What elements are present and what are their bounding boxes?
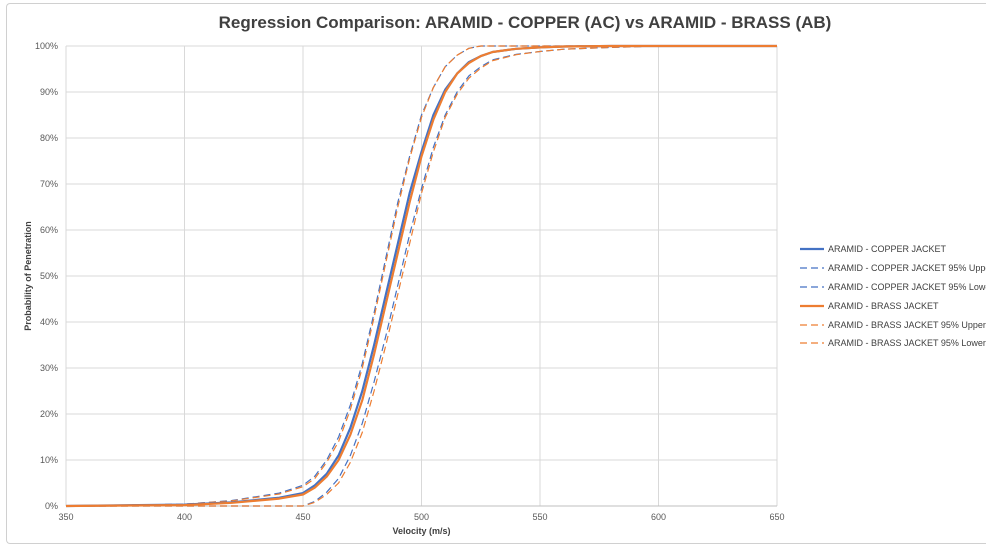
y-tick-label: 10% [40, 455, 58, 465]
legend-swatch [800, 267, 824, 269]
y-tick-label: 80% [40, 133, 58, 143]
series-line-5 [66, 45, 777, 507]
chart-title: Regression Comparison: ARAMID - COPPER (… [218, 13, 832, 32]
x-tick-label: 500 [414, 512, 429, 522]
y-tick-label: 40% [40, 317, 58, 327]
y-axis-title: Probability of Penetration [23, 221, 33, 331]
x-tick-label: 350 [58, 512, 73, 522]
y-tick-label: 20% [40, 409, 58, 419]
series-line-3 [65, 44, 777, 508]
legend-item: ARAMID - BRASS JACKET 95% Upper CI [800, 315, 986, 334]
legend-item: ARAMID - COPPER JACKET 95% Lower CI [800, 278, 986, 297]
legend-label: ARAMID - COPPER JACKET [828, 244, 947, 255]
legend-swatch [800, 286, 824, 288]
legend-label: ARAMID - BRASS JACKET 95% Lower CI [828, 338, 986, 349]
series-line-1 [65, 45, 777, 507]
chart-frame [6, 3, 986, 544]
y-tick-label: 90% [40, 87, 58, 97]
legend-swatch [800, 304, 824, 307]
legend-label: ARAMID - COPPER JACKET 95% Upper CI [828, 263, 986, 274]
x-tick-label: 650 [769, 512, 784, 522]
y-tick-label: 70% [40, 179, 58, 189]
legend-label: ARAMID - COPPER JACKET 95% Lower CI [828, 281, 986, 292]
legend-label: ARAMID - BRASS JACKET 95% Upper CI [828, 319, 986, 330]
legend-item: ARAMID - BRASS JACKET 95% Lower CI [800, 334, 986, 353]
series-line-4 [65, 45, 777, 507]
legend-swatch [800, 323, 824, 326]
x-tick-label: 400 [177, 512, 192, 522]
y-tick-label: 30% [40, 363, 58, 373]
x-tick-label: 450 [295, 512, 310, 522]
legend-item: ARAMID - COPPER JACKET [800, 240, 986, 259]
legend-label: ARAMID - BRASS JACKET [828, 300, 939, 311]
legend-swatch [800, 342, 824, 344]
legend-item: ARAMID - COPPER JACKET 95% Upper CI [800, 259, 986, 278]
legend-item: ARAMID - BRASS JACKET [800, 296, 986, 315]
x-tick-label: 600 [651, 512, 666, 522]
y-tick-label: 100% [35, 41, 58, 51]
legend: ARAMID - COPPER JACKET ARAMID - COPPER JA… [800, 240, 986, 353]
y-tick-label: 0% [45, 501, 58, 511]
y-tick-label: 60% [40, 225, 58, 235]
legend-swatch [800, 248, 824, 251]
x-tick-label: 550 [532, 512, 547, 522]
x-axis-title: Velocity (m/s) [392, 526, 450, 536]
y-tick-label: 50% [40, 271, 58, 281]
